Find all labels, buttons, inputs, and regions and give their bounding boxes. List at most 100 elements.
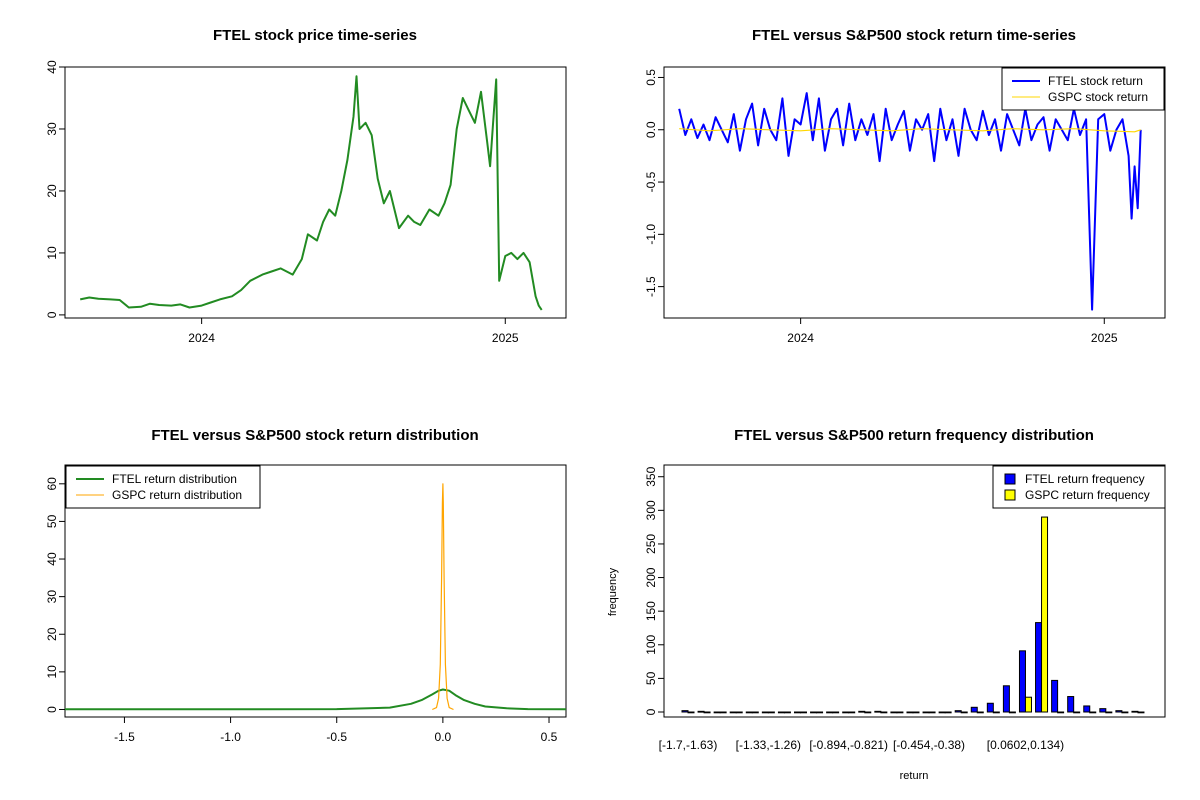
density-ytick-label: 20 xyxy=(45,627,59,641)
freq-ytick-label: 50 xyxy=(644,671,658,685)
returns-ytick-label: -1.0 xyxy=(644,224,658,245)
ftel-freq-bar xyxy=(970,706,978,713)
density-ytick-label: 30 xyxy=(45,590,59,604)
returns-xtick-label: 2025 xyxy=(1091,331,1118,345)
gspc-return-line xyxy=(679,128,1141,133)
density-xtick-label: 0.0 xyxy=(435,730,452,744)
ftel-freq-bar xyxy=(986,702,994,713)
price-xtick-label: 2024 xyxy=(188,331,215,345)
returns-plot-frame xyxy=(663,66,1166,319)
gspc-freq-bar xyxy=(912,711,920,714)
gspc-freq-bar xyxy=(1073,711,1081,714)
price-ytick-label: 20 xyxy=(45,184,59,198)
density-chart: 0 10 20 30 40 50 60 -1.5 -1.0 -0.5 0.0 0.5 FTEL retu… xyxy=(45,465,567,744)
freq-ytick-label: 300 xyxy=(644,500,658,520)
freq-ytick-label: 250 xyxy=(644,534,658,554)
density-xtick-label: -1.0 xyxy=(220,730,241,744)
density-ytick-label: 60 xyxy=(45,477,59,491)
gspc-freq-bar xyxy=(783,711,791,714)
returns-ytick-label: 0.0 xyxy=(644,121,658,138)
freq-legend-label: FTEL return frequency xyxy=(1025,472,1145,486)
ftel-freq-bar xyxy=(1035,622,1043,713)
price-ytick-label: 40 xyxy=(45,60,59,74)
ftel-price-line xyxy=(79,75,543,311)
price-ytick-label: 0 xyxy=(45,311,59,318)
ftel-freq-bar xyxy=(922,711,930,714)
gspc-freq-bar xyxy=(1008,711,1016,714)
density-xtick-label: -0.5 xyxy=(326,730,347,744)
gspc-freq-bar xyxy=(848,711,856,714)
ftel-freq-bar xyxy=(954,710,962,713)
freq-ytick-label: 100 xyxy=(644,634,658,654)
density-legend-label: GSPC return distribution xyxy=(112,488,242,502)
freq-ytick-label: 0 xyxy=(644,708,658,715)
ftel-freq-bar xyxy=(761,711,769,714)
returns-legend-label: GSPC stock return xyxy=(1048,90,1148,104)
gspc-density-line xyxy=(432,483,454,711)
ftel-freq-bar xyxy=(729,711,737,714)
freq-chart-title: FTEL versus S&P500 return frequency dist… xyxy=(734,427,1094,444)
gspc-freq-bar xyxy=(719,711,727,714)
gspc-freq-bar xyxy=(1105,711,1113,714)
gspc-freq-bar xyxy=(896,711,904,714)
density-ytick-label: 50 xyxy=(45,514,59,528)
ftel-freq-bar xyxy=(777,711,785,714)
freq-xtick-label: [-1.7,-1.63) xyxy=(659,738,718,752)
gspc-freq-bar xyxy=(928,711,936,714)
density-legend xyxy=(65,465,261,509)
gspc-freq-bar xyxy=(992,711,1000,714)
gspc-freq-bar xyxy=(864,711,872,714)
ftel-freq-bar xyxy=(745,711,753,714)
returns-chart: 0.5 0.0 -0.5 -1.0 -1.5 2024 2025 FTEL stock ret… xyxy=(644,67,1165,345)
ftel-freq-bar xyxy=(1002,685,1010,713)
freq-legend-label: GSPC return frequency xyxy=(1025,488,1150,502)
ftel-freq-bar xyxy=(810,711,818,714)
gspc-freq-bar xyxy=(880,711,888,714)
returns-legend-label: FTEL stock return xyxy=(1048,74,1143,88)
density-ytick-label: 0 xyxy=(45,706,59,713)
density-xtick-label: -1.5 xyxy=(114,730,135,744)
ftel-freq-bar xyxy=(938,711,946,714)
gspc-freq-bar xyxy=(751,711,759,714)
gspc-freq-bar xyxy=(1024,696,1032,713)
ftel-freq-bar xyxy=(1099,708,1107,713)
ftel-freq-bar xyxy=(1083,705,1091,713)
gspc-freq-bar xyxy=(960,711,968,714)
price-ytick-label: 30 xyxy=(45,122,59,136)
density-ytick-label: 40 xyxy=(45,552,59,566)
ftel-freq-bar xyxy=(681,710,689,713)
gspc-freq-bar xyxy=(944,711,952,714)
freq-chart: 0 50 100 150 200 250 300 350 [-1.7,-1.63) [-1.33,… xyxy=(644,465,1166,752)
gspc-freq-bar xyxy=(799,711,807,714)
density-xtick-label: 0.5 xyxy=(541,730,558,744)
gspc-freq-bar xyxy=(1137,711,1145,714)
ftel-freq-bar xyxy=(874,710,882,713)
price-ytick-label: 10 xyxy=(45,246,59,260)
ftel-freq-bar xyxy=(842,711,850,714)
gspc-freq-bar xyxy=(1089,711,1097,714)
freq-xtick-label: [-0.894,-0.821) xyxy=(809,738,888,752)
ftel-freq-bar xyxy=(1018,650,1026,713)
freq-plot-frame xyxy=(663,464,1166,718)
ftel-freq-bar xyxy=(890,711,898,714)
ftel-freq-bar xyxy=(1067,696,1075,713)
ftel-freq-bar xyxy=(1131,710,1139,713)
ftel-return-line xyxy=(678,92,1142,311)
gspc-freq-bar xyxy=(816,711,824,714)
freq-legend-swatch xyxy=(1004,473,1016,485)
returns-xtick-label: 2024 xyxy=(787,331,814,345)
returns-ytick-label: -1.5 xyxy=(644,276,658,297)
ftel-density-line xyxy=(65,688,567,711)
freq-xtick-label: [0.0602,0.134) xyxy=(987,738,1064,752)
ftel-freq-bar xyxy=(697,710,705,713)
ftel-freq-bar xyxy=(713,711,721,714)
price-plot-frame xyxy=(64,66,567,319)
returns-legend xyxy=(1001,67,1165,111)
returns-ytick-label: 0.5 xyxy=(644,69,658,86)
gspc-freq-bar xyxy=(1121,711,1129,714)
freq-xtick-label: [-0.454,-0.38) xyxy=(893,738,965,752)
freq-xlabel: return xyxy=(900,770,929,782)
freq-legend-swatch xyxy=(1004,489,1016,501)
ftel-freq-bar xyxy=(1051,679,1059,713)
